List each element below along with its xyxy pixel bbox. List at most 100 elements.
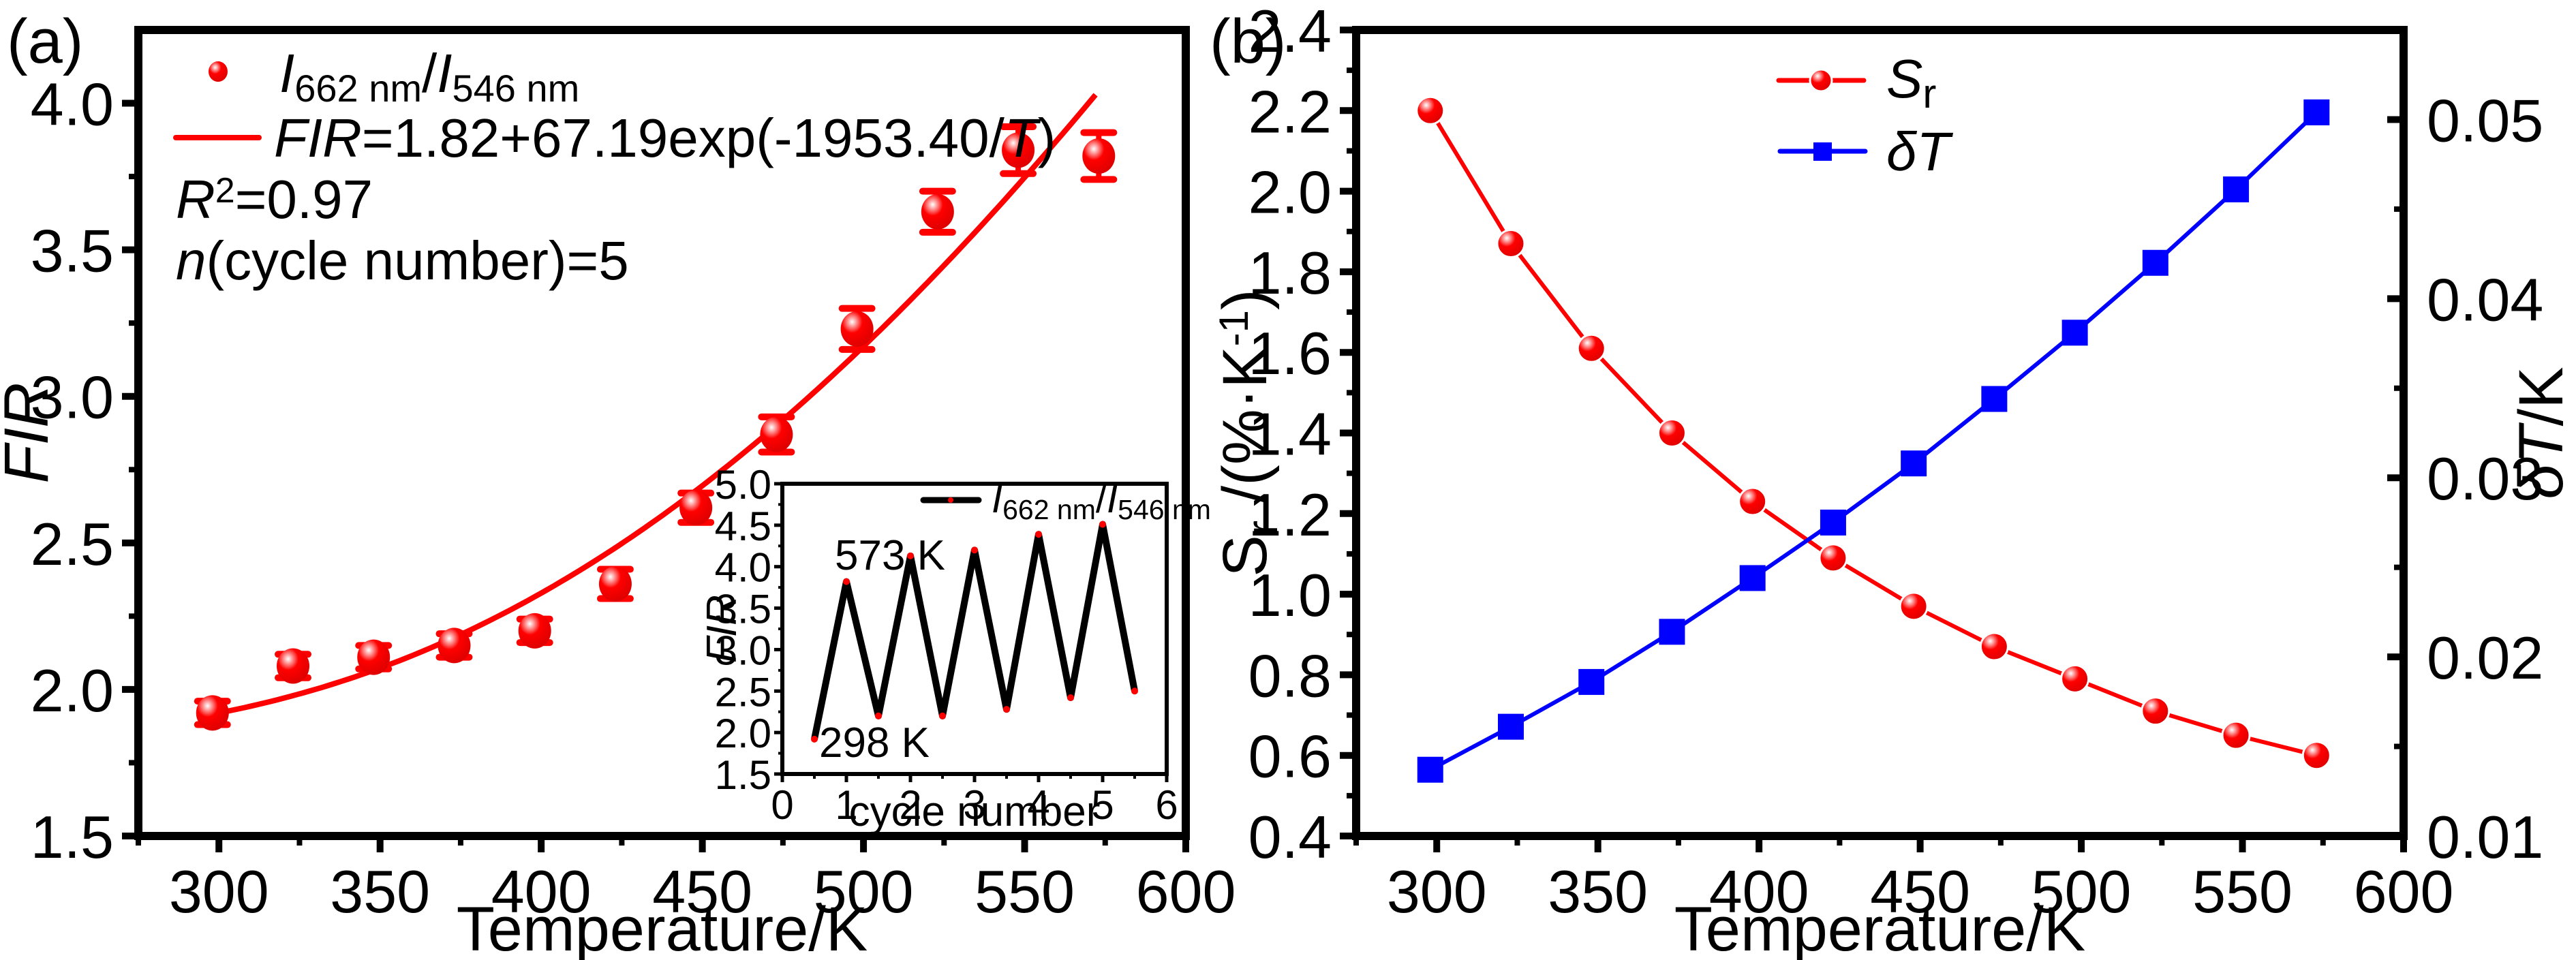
sr-marker bbox=[1979, 632, 2009, 662]
y-tick-label: 4.0 bbox=[31, 71, 114, 138]
inset-marker bbox=[843, 578, 850, 585]
legend-label-fit: FIR=1.82+67.19exp(-1953.40/T) bbox=[274, 108, 1056, 168]
delta-t-marker bbox=[1417, 756, 1443, 783]
inset-marker bbox=[971, 546, 978, 554]
delta-t-marker bbox=[1901, 450, 1927, 477]
text-part: S bbox=[1210, 535, 1280, 576]
y-tick-label: 1.5 bbox=[31, 803, 114, 871]
data-marker bbox=[921, 193, 954, 230]
y-left-tick-label: 0.8 bbox=[1248, 642, 1332, 709]
y-right-tick-label: 0.05 bbox=[2427, 87, 2543, 154]
inset-x-tick-label: 3 bbox=[963, 782, 985, 828]
x-axis-title: Temperature/K bbox=[1674, 895, 2085, 960]
delta-t-marker bbox=[2061, 320, 2088, 346]
data-point bbox=[355, 639, 393, 675]
text-part: / bbox=[422, 43, 438, 104]
panel-a: (a)300 350 400 450 500 550 6001.52.02.53.03.54… bbox=[0, 7, 1236, 960]
data-point bbox=[1080, 129, 1118, 183]
inset-marker bbox=[1035, 531, 1042, 538]
inset-marker bbox=[1131, 687, 1138, 695]
x-tick-label: 600 bbox=[2354, 858, 2454, 925]
data-marker bbox=[1082, 138, 1116, 174]
inset-y-tick-label: 4.0 bbox=[715, 545, 771, 591]
x-tick-label: 350 bbox=[1548, 858, 1648, 925]
data-marker bbox=[679, 490, 713, 526]
x-tick-label: 550 bbox=[2192, 858, 2293, 925]
data-marker bbox=[760, 416, 793, 452]
text-part: I bbox=[279, 43, 294, 104]
x-tick-label: 500 bbox=[2031, 858, 2132, 925]
data-marker bbox=[438, 628, 471, 664]
x-tick-label: 550 bbox=[975, 858, 1075, 925]
y-right-tick-label: 0.02 bbox=[2427, 624, 2543, 692]
text-part: I bbox=[992, 477, 1002, 521]
delta-t-marker bbox=[1498, 713, 1524, 740]
text-part: 2 bbox=[215, 171, 235, 211]
data-point bbox=[275, 648, 312, 684]
data-marker bbox=[357, 639, 390, 675]
x-tick-label: 600 bbox=[1136, 858, 1236, 925]
y-tick-label: 2.5 bbox=[31, 510, 114, 578]
r-squared-annotation: R2=0.97 bbox=[176, 169, 373, 230]
inset-marker bbox=[1003, 706, 1010, 713]
data-marker bbox=[518, 613, 551, 649]
inset-annotation-298k: 298 K bbox=[819, 719, 930, 767]
text-part: FIR bbox=[274, 108, 362, 168]
sr-marker bbox=[2141, 696, 2171, 726]
data-marker bbox=[277, 648, 310, 684]
text-part: r bbox=[1922, 71, 1936, 117]
panel-label: (a) bbox=[7, 7, 83, 76]
y-left-tick-label: 1.0 bbox=[1248, 561, 1332, 629]
legend-label-sr: Sr bbox=[1886, 48, 1936, 117]
text-part: -1 bbox=[1211, 310, 1257, 346]
sr-marker bbox=[1818, 543, 1848, 573]
y-left-axis-title: Sr /(%·K-1) bbox=[1210, 289, 1287, 576]
delta-t-line bbox=[1429, 110, 2318, 772]
inset-x-tick-label: 6 bbox=[1155, 782, 1178, 828]
legend-label-scatter: I662 nm/I546 nm bbox=[279, 43, 579, 110]
sr-marker bbox=[1496, 228, 1526, 258]
x-tick-label: 450 bbox=[652, 858, 752, 925]
inset-marker bbox=[939, 712, 946, 719]
text-part: ) bbox=[1210, 289, 1280, 310]
y-right-tick-label: 0.01 bbox=[2427, 803, 2543, 871]
inset-marker bbox=[1067, 694, 1074, 702]
sr-marker bbox=[2060, 664, 2090, 694]
data-point bbox=[919, 187, 956, 236]
y-right-tick-label: 0.03 bbox=[2427, 445, 2543, 512]
y-axis-title: FIR bbox=[0, 382, 61, 483]
data-point bbox=[516, 613, 553, 649]
inset-marker bbox=[875, 712, 882, 719]
fit-curve bbox=[212, 93, 1098, 717]
data-point bbox=[677, 489, 715, 526]
y-tick-label: 3.5 bbox=[31, 217, 114, 285]
sr-marker bbox=[1738, 486, 1768, 516]
data-marker bbox=[598, 566, 632, 602]
x-tick-label: 400 bbox=[1709, 858, 1809, 925]
x-tick-label: 400 bbox=[491, 858, 592, 925]
panel-b: (b) 300 350 400 450 500 550 600 0.4 0.6 0.8 1.0 1.2 1… bbox=[1210, 0, 2576, 960]
delta-t-marker bbox=[1659, 619, 1685, 645]
y-tick-label: 2.0 bbox=[31, 657, 114, 724]
inset-y-tick-label: 2.0 bbox=[715, 711, 771, 756]
inset-x-tick-label: 1 bbox=[835, 782, 857, 828]
delta-t-marker bbox=[1578, 668, 1605, 695]
text-part: =0.97 bbox=[235, 169, 373, 230]
delta-t-marker bbox=[2303, 99, 2330, 125]
x-tick-label: 300 bbox=[169, 858, 269, 925]
data-marker bbox=[1002, 132, 1035, 168]
inset-marker bbox=[811, 735, 818, 743]
sr-marker bbox=[2221, 720, 2251, 750]
inset-chart: 0 1 2 3 4 5 6 1.52.02.53.03.54.04.55.0 cycle num… bbox=[699, 462, 1211, 835]
y-left-tick-label: 1.6 bbox=[1248, 320, 1332, 387]
data-point bbox=[758, 413, 795, 456]
delta-t-marker bbox=[2223, 176, 2250, 202]
y-left-tick-label: 1.2 bbox=[1248, 481, 1332, 548]
x-tick-label: 450 bbox=[1870, 858, 1970, 925]
y-left-tick-label: 1.4 bbox=[1248, 401, 1332, 468]
text-part: /(%·K bbox=[1210, 346, 1280, 521]
sr-marker bbox=[1415, 95, 1445, 125]
text-part: S bbox=[1886, 48, 1922, 109]
legend-marker-delta-t bbox=[1813, 142, 1832, 161]
inset-y-tick-label: 2.5 bbox=[715, 669, 771, 715]
